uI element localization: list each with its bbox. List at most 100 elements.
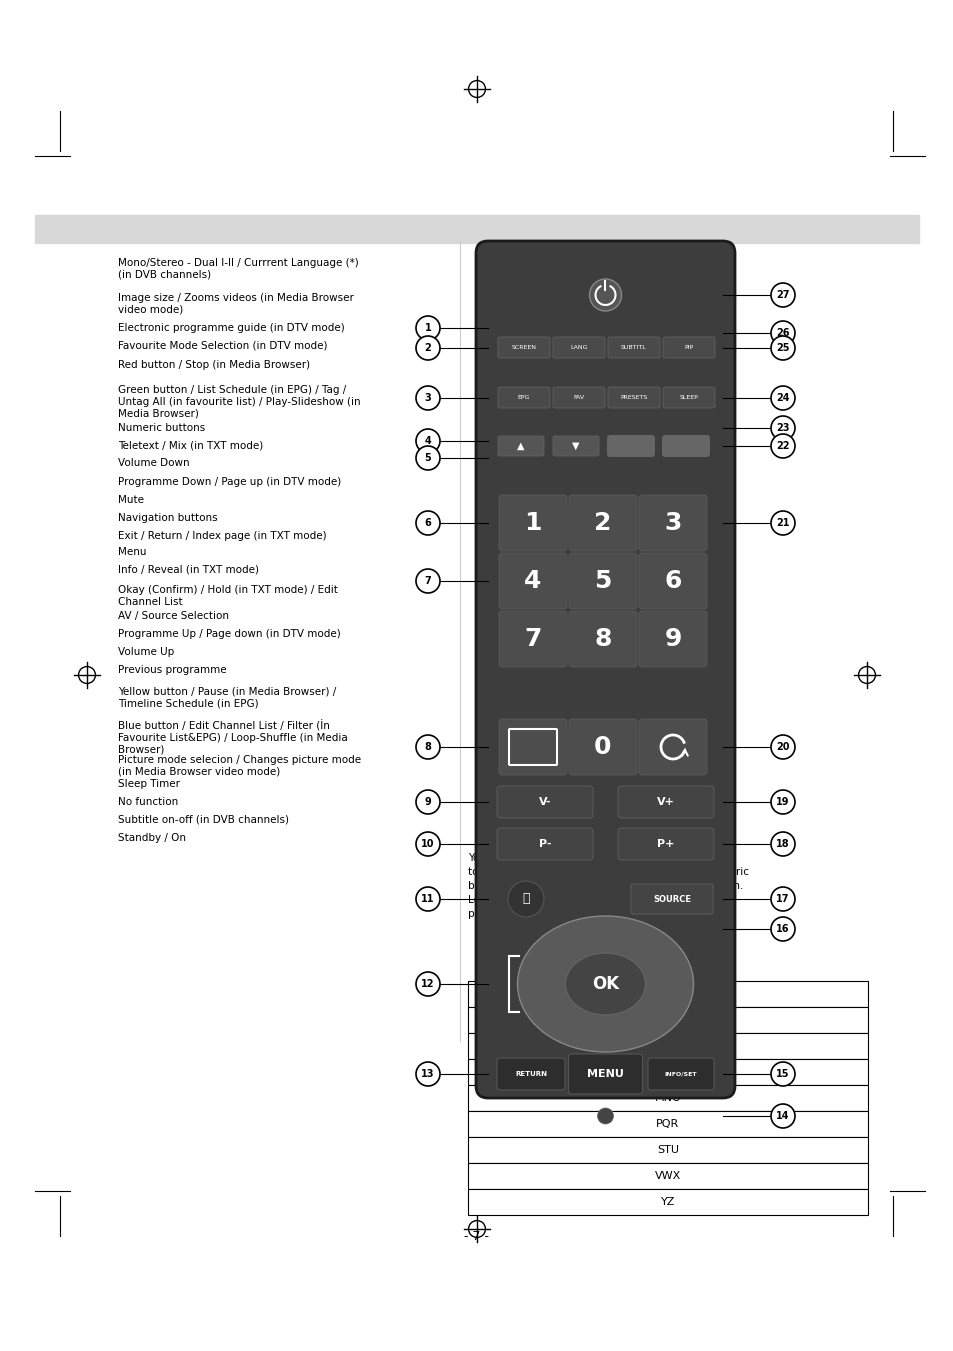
Text: 1: 1 <box>424 323 431 332</box>
Text: ABC: ABC <box>656 989 679 998</box>
Text: 2: 2 <box>424 343 431 353</box>
Circle shape <box>416 336 439 359</box>
Text: Subtitle on-off (in DVB channels): Subtitle on-off (in DVB channels) <box>118 815 289 825</box>
Circle shape <box>770 1104 794 1128</box>
Circle shape <box>770 322 794 345</box>
Text: 14: 14 <box>776 1111 789 1121</box>
Text: 25: 25 <box>776 343 789 353</box>
Text: 🔇: 🔇 <box>521 893 529 905</box>
Text: MENU: MENU <box>586 1069 623 1079</box>
Text: 7: 7 <box>524 627 541 651</box>
Text: - 7 -: - 7 - <box>464 1229 489 1243</box>
Circle shape <box>770 888 794 911</box>
Text: Sleep Timer: Sleep Timer <box>118 780 180 789</box>
Circle shape <box>416 971 439 996</box>
Text: Programme Down / Page up (in DTV mode): Programme Down / Page up (in DTV mode) <box>118 477 341 486</box>
Text: 4: 4 <box>524 569 541 593</box>
Text: 7: 7 <box>424 576 431 586</box>
Text: 17: 17 <box>776 894 789 904</box>
FancyBboxPatch shape <box>630 884 712 915</box>
Ellipse shape <box>517 916 693 1052</box>
Text: P-: P- <box>538 839 551 848</box>
Circle shape <box>770 832 794 857</box>
Circle shape <box>770 735 794 759</box>
Text: Menu: Menu <box>118 547 147 557</box>
Text: 2: 2 <box>594 511 611 535</box>
Text: 16: 16 <box>776 924 789 934</box>
Text: Volume Down: Volume Down <box>118 458 190 467</box>
Bar <box>468 981 867 1006</box>
FancyBboxPatch shape <box>618 786 713 817</box>
FancyBboxPatch shape <box>639 719 706 775</box>
Circle shape <box>416 790 439 815</box>
FancyBboxPatch shape <box>607 336 659 358</box>
Circle shape <box>416 735 439 759</box>
Text: SLEEP: SLEEP <box>679 394 698 400</box>
Text: Standby / On: Standby / On <box>118 834 186 843</box>
Bar <box>468 1111 867 1138</box>
Bar <box>468 1163 867 1189</box>
Circle shape <box>770 790 794 815</box>
Text: Image size / Zooms videos (in Media Browser
video mode): Image size / Zooms videos (in Media Brow… <box>118 293 354 315</box>
Text: OK: OK <box>591 975 618 993</box>
Text: V+: V+ <box>657 797 674 807</box>
Text: 5: 5 <box>594 569 611 593</box>
Text: PQR: PQR <box>656 1119 679 1129</box>
Text: No function: No function <box>118 797 178 807</box>
Text: 26: 26 <box>776 328 789 338</box>
Text: 4: 4 <box>424 436 431 446</box>
Text: Exit / Return / Index page (in TXT mode): Exit / Return / Index page (in TXT mode) <box>118 531 326 540</box>
Text: EPG: EPG <box>517 394 530 400</box>
FancyBboxPatch shape <box>568 1054 641 1094</box>
FancyBboxPatch shape <box>639 553 706 609</box>
FancyBboxPatch shape <box>607 386 659 408</box>
Circle shape <box>416 386 439 409</box>
Circle shape <box>416 832 439 857</box>
Text: Numeric buttons: Numeric buttons <box>118 423 205 434</box>
Circle shape <box>416 446 439 470</box>
Text: 20: 20 <box>776 742 789 753</box>
Circle shape <box>770 336 794 359</box>
Text: 0: 0 <box>594 735 611 759</box>
Text: 3: 3 <box>424 393 431 403</box>
Text: 5: 5 <box>424 453 431 463</box>
Text: GHI: GHI <box>658 1042 678 1051</box>
Text: ▼: ▼ <box>572 440 579 451</box>
FancyBboxPatch shape <box>476 240 734 1098</box>
FancyBboxPatch shape <box>497 786 593 817</box>
Text: 23: 23 <box>776 423 789 434</box>
Text: Volume Up: Volume Up <box>118 647 174 657</box>
Circle shape <box>770 386 794 409</box>
FancyBboxPatch shape <box>639 611 706 667</box>
Text: RETURN: RETURN <box>515 1071 546 1077</box>
Ellipse shape <box>565 952 645 1015</box>
FancyBboxPatch shape <box>606 435 655 457</box>
Text: 22: 22 <box>776 440 789 451</box>
Text: You can use numeric buttons on the remote control
to input letters when necessar: You can use numeric buttons on the remot… <box>468 852 748 919</box>
Text: PRESETS: PRESETS <box>619 394 647 400</box>
Text: 18: 18 <box>776 839 789 848</box>
Circle shape <box>597 1108 613 1124</box>
Circle shape <box>416 569 439 593</box>
Circle shape <box>416 511 439 535</box>
Bar <box>468 1034 867 1059</box>
Text: 6: 6 <box>663 569 681 593</box>
Text: 10: 10 <box>421 839 435 848</box>
Circle shape <box>770 282 794 307</box>
Text: 24: 24 <box>776 393 789 403</box>
FancyBboxPatch shape <box>497 436 543 457</box>
FancyBboxPatch shape <box>498 494 566 551</box>
Text: JKL: JKL <box>659 1067 676 1077</box>
Text: Programme Up / Page down (in DTV mode): Programme Up / Page down (in DTV mode) <box>118 630 340 639</box>
Text: Yellow button / Pause (in Media Browser) /
Timeline Schedule (in EPG): Yellow button / Pause (in Media Browser)… <box>118 688 335 709</box>
Circle shape <box>507 881 543 917</box>
FancyBboxPatch shape <box>568 494 637 551</box>
Text: 8: 8 <box>424 742 431 753</box>
FancyBboxPatch shape <box>647 1058 713 1090</box>
FancyBboxPatch shape <box>661 435 709 457</box>
Text: Teletext / Mix (in TXT mode): Teletext / Mix (in TXT mode) <box>118 440 263 451</box>
Circle shape <box>770 1062 794 1086</box>
FancyBboxPatch shape <box>568 719 637 775</box>
Text: 12: 12 <box>421 979 435 989</box>
Text: VWX: VWX <box>654 1171 680 1181</box>
